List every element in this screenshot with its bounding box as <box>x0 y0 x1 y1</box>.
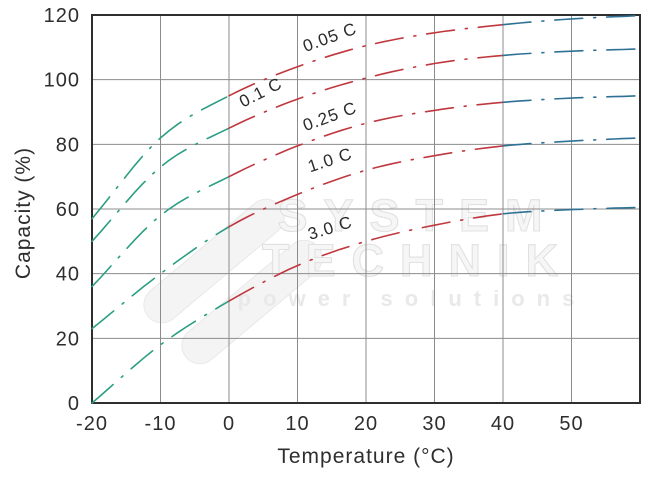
y-tick-label: 0 <box>68 393 80 415</box>
curve-0.25C-hot <box>502 95 641 104</box>
curve-0.05C-hot <box>502 14 641 26</box>
y-tick-label: 100 <box>44 70 80 92</box>
curve-label-1.0C: 1.0 C <box>305 144 354 176</box>
x-tick-label: 50 <box>559 413 583 435</box>
curve-3.0C-moderate <box>228 213 504 302</box>
curve-1.0C-cold <box>91 226 230 330</box>
curve-3.0C-cold <box>91 300 230 404</box>
y-tick-label: 80 <box>56 134 80 156</box>
x-tick-label: -20 <box>76 413 108 435</box>
curve-0.1C-hot <box>502 48 641 57</box>
y-tick-label: 40 <box>56 264 80 286</box>
curve-1.0C-hot <box>502 137 641 147</box>
x-axis-title: Temperature (°C) <box>277 445 455 468</box>
watermark-logo-band <box>143 198 285 324</box>
x-tick-label: 40 <box>491 413 515 435</box>
x-tick-label: -10 <box>145 413 177 435</box>
plot-border <box>91 14 641 404</box>
watermark: SYSTEM TECHNIK power solutions <box>143 189 587 365</box>
curve-0.05C-cold <box>91 95 230 220</box>
grid-lines <box>91 14 641 404</box>
x-tick-label: 30 <box>422 413 446 435</box>
y-tick-label: 60 <box>56 199 80 221</box>
watermark-text-system: SYSTEM <box>277 190 558 241</box>
axis-tick-labels: -20 -10 0 10 20 30 40 50 0 20 40 60 80 100 120 <box>44 5 583 435</box>
y-axis-title: Capacity (%) <box>12 146 35 280</box>
x-tick-label: 10 <box>285 413 309 435</box>
y-tick-label: 120 <box>44 5 80 27</box>
x-tick-label: 0 <box>223 413 235 435</box>
watermark-text-technik: TECHNIK <box>262 235 574 286</box>
data-curves <box>91 14 641 404</box>
y-tick-label: 20 <box>56 328 80 350</box>
x-tick-label: 20 <box>354 413 378 435</box>
watermark-text-power-solutions: power solutions <box>238 286 587 311</box>
curve-label-0.25C: 0.25 C <box>300 98 359 135</box>
curve-3.0C-hot <box>502 206 641 215</box>
